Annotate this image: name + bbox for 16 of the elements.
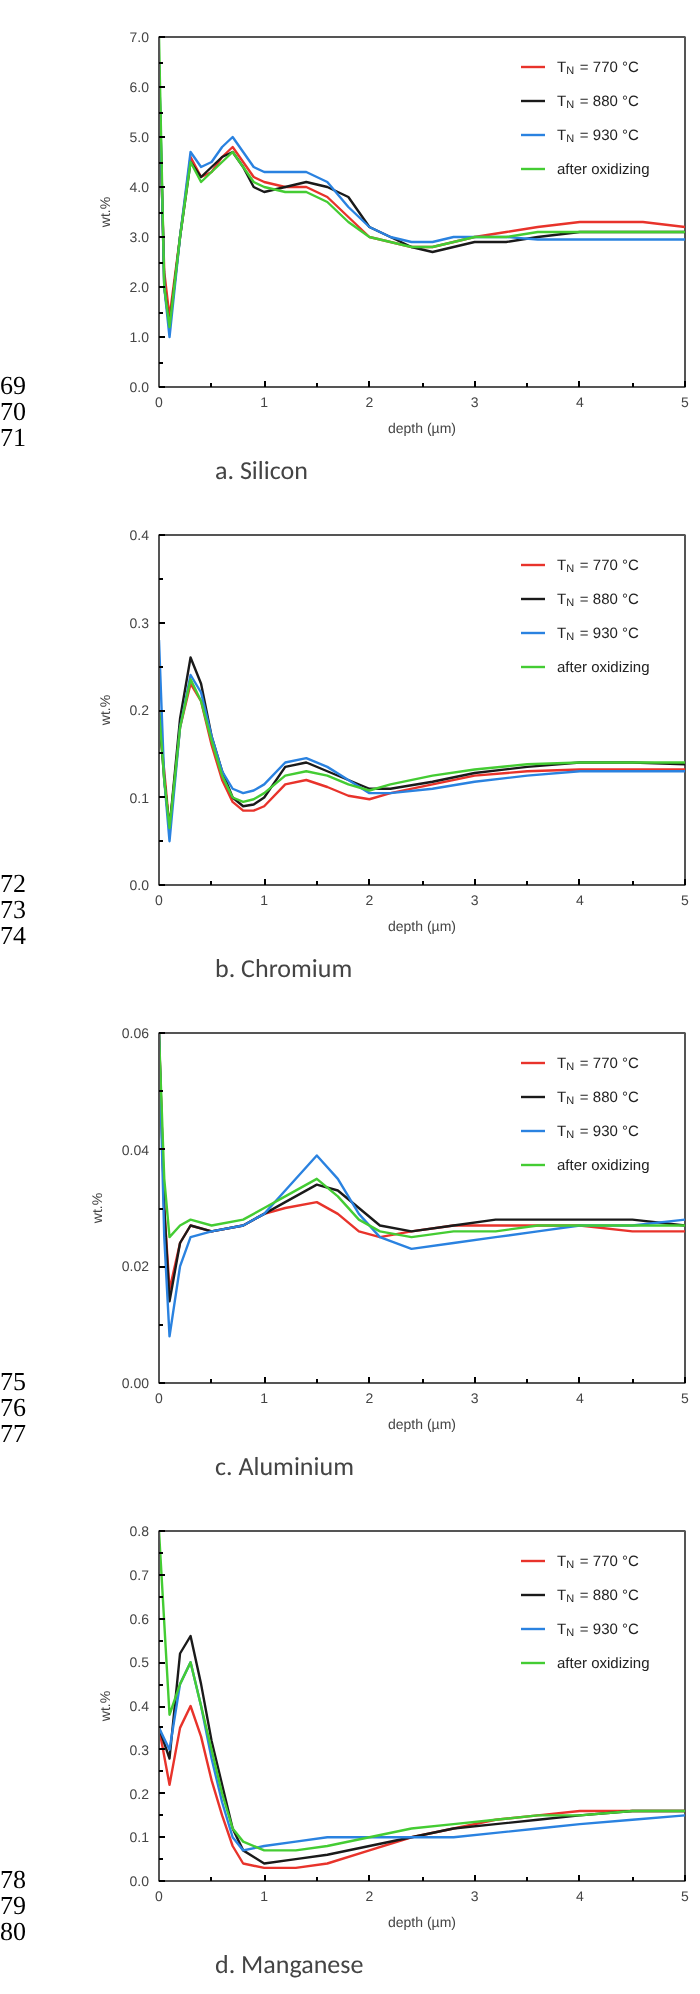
text: 78 [0, 1864, 26, 1894]
text: 69 [0, 370, 26, 400]
text: c. Aluminium [215, 1453, 354, 1483]
text: 70 [0, 396, 26, 426]
text: 74 [0, 920, 26, 950]
text: 79 [0, 1890, 26, 1920]
text: d. Manganese [215, 1951, 364, 1981]
text: 80 [0, 1916, 26, 1946]
text: 76 [0, 1392, 26, 1422]
text: 71 [0, 422, 26, 452]
text: 77 [0, 1418, 26, 1448]
text: 73 [0, 894, 26, 924]
text: a. Silicon [215, 457, 309, 487]
text: 75 [0, 1366, 26, 1396]
text: b. Chromium [215, 955, 353, 985]
text: 72 [0, 868, 26, 898]
